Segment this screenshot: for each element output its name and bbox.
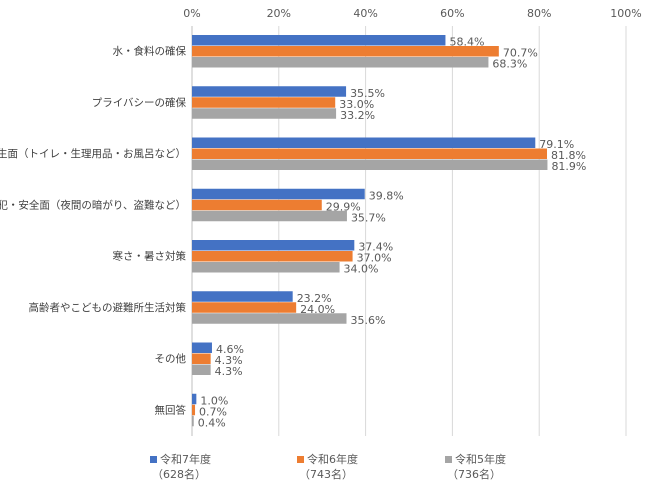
x-tick-label: 80% — [527, 7, 551, 20]
value-label: 70.7% — [503, 47, 538, 60]
category-label: 衛生面（トイレ・生理用品・お風呂など） — [0, 147, 186, 160]
legend-label: 令和7年度 — [160, 452, 211, 466]
legend-sample: （743名） — [299, 467, 353, 481]
value-label: 33.0% — [339, 98, 374, 111]
category-label: 防犯・安全面（夜間の暗がり、盗難など） — [0, 198, 186, 211]
value-label: 0.7% — [199, 405, 227, 418]
value-label: 58.4% — [449, 36, 484, 49]
x-tick-label: 40% — [353, 7, 377, 20]
bar — [192, 35, 446, 46]
legend-marker — [445, 456, 452, 463]
category-label: 水・食料の確保 — [113, 45, 187, 58]
bar — [192, 251, 353, 262]
bar — [192, 137, 536, 148]
legend-sample: （736名） — [447, 467, 501, 481]
value-label: 39.8% — [369, 189, 404, 202]
value-label: 1.0% — [200, 394, 228, 407]
bar — [192, 210, 347, 222]
value-label: 79.1% — [539, 138, 574, 151]
x-tick-label: 20% — [267, 7, 291, 20]
value-label: 33.2% — [340, 109, 375, 122]
category-label: 無回答 — [155, 403, 187, 416]
category-label: プライバシーの確保 — [92, 96, 187, 109]
bar — [192, 404, 196, 416]
bar — [192, 353, 211, 364]
value-label: 37.0% — [357, 252, 392, 265]
value-label: 23.2% — [297, 292, 332, 305]
x-tick-label: 100% — [610, 7, 641, 20]
bar — [192, 240, 355, 251]
category-label: その他 — [155, 352, 187, 365]
bar — [192, 108, 337, 119]
legend-label: 令和6年度 — [307, 452, 358, 466]
value-label: 4.3% — [215, 354, 243, 367]
bar — [192, 188, 365, 200]
bar — [192, 302, 297, 313]
value-label: 35.5% — [350, 87, 385, 100]
bar — [192, 291, 293, 302]
category-label: 寒さ・暑さ対策 — [113, 250, 187, 263]
value-label: 68.3% — [492, 58, 527, 71]
bar — [192, 199, 322, 211]
bar — [192, 159, 548, 170]
value-label: 35.7% — [351, 211, 386, 224]
value-label: 81.9% — [551, 160, 586, 173]
bar — [192, 86, 347, 97]
bar — [192, 313, 347, 324]
legend-sample: （628名） — [152, 467, 206, 481]
bar — [192, 46, 499, 57]
value-label: 81.8% — [551, 149, 586, 162]
value-label: 37.4% — [358, 241, 393, 254]
bar — [192, 393, 197, 405]
bar — [192, 57, 489, 68]
bar — [192, 415, 194, 427]
category-label: 高齢者やこどもの避難所生活対策 — [29, 301, 187, 314]
value-label: 35.6% — [351, 314, 386, 327]
value-label: 29.9% — [326, 200, 361, 213]
bar — [192, 97, 336, 108]
bar — [192, 342, 212, 353]
value-label: 34.0% — [344, 263, 379, 276]
bar — [192, 148, 548, 159]
x-tick-label: 0% — [183, 7, 200, 20]
value-label: 4.3% — [215, 365, 243, 378]
legend-marker — [297, 456, 304, 463]
legend-marker — [150, 456, 157, 463]
value-label: 24.0% — [300, 303, 335, 316]
bar — [192, 262, 340, 273]
bar — [192, 364, 211, 375]
legend-label: 令和5年度 — [455, 452, 506, 466]
value-label: 0.4% — [198, 416, 226, 429]
value-label: 4.6% — [216, 343, 244, 356]
x-tick-label: 60% — [440, 7, 464, 20]
